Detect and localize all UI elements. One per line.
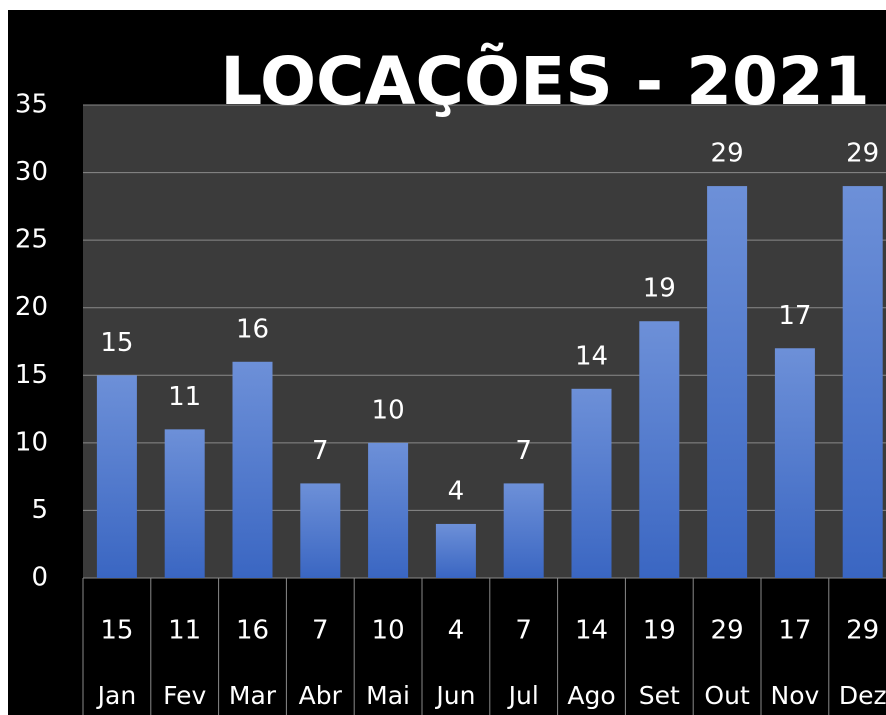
x-tick-label: Nov — [771, 681, 820, 710]
data-label: 17 — [778, 301, 811, 331]
table-value: 14 — [575, 616, 608, 646]
data-label: 14 — [575, 341, 608, 371]
y-tick-label: 25 — [15, 225, 48, 255]
x-tick-label: Jul — [507, 681, 539, 710]
table-value: 10 — [372, 616, 405, 646]
bar — [300, 483, 341, 578]
plot-area — [83, 105, 886, 578]
bar — [503, 483, 544, 578]
y-tick-label: 35 — [15, 90, 48, 120]
table-value: 4 — [448, 616, 465, 646]
table-value: 7 — [515, 616, 532, 646]
data-label: 4 — [448, 476, 465, 506]
bar — [571, 388, 612, 578]
y-tick-label: 5 — [31, 495, 48, 525]
bar — [639, 321, 680, 578]
table-value: 7 — [312, 616, 329, 646]
y-tick-label: 30 — [15, 157, 48, 187]
data-label: 7 — [515, 436, 532, 466]
table-value: 29 — [846, 616, 879, 646]
chart-title: LOCAÇÕES - 2021 — [220, 43, 870, 120]
bar — [164, 429, 205, 578]
x-tick-label: Ago — [567, 681, 615, 710]
y-tick-label: 10 — [15, 427, 48, 457]
bar — [842, 186, 883, 579]
y-tick-label: 20 — [15, 292, 48, 322]
data-label: 7 — [312, 436, 329, 466]
bar — [774, 348, 815, 578]
table-value: 29 — [711, 616, 744, 646]
table-value: 15 — [100, 616, 133, 646]
y-tick-label: 0 — [31, 563, 48, 593]
bar — [368, 442, 409, 578]
x-tick-label: Dez — [839, 681, 886, 710]
x-tick-label: Fev — [163, 681, 206, 710]
data-label: 16 — [236, 314, 269, 344]
data-label: 29 — [711, 139, 744, 169]
data-label: 11 — [168, 382, 201, 412]
bar — [232, 361, 273, 578]
data-label: 10 — [372, 395, 405, 425]
table-value: 16 — [236, 616, 269, 646]
x-tick-label: Jun — [434, 681, 475, 710]
x-tick-label: Out — [704, 681, 750, 710]
bar — [707, 186, 748, 579]
data-label: 19 — [643, 274, 676, 304]
y-tick-label: 15 — [15, 360, 48, 390]
x-tick-label: Set — [639, 681, 680, 710]
x-tick-label: Abr — [299, 681, 343, 710]
table-value: 19 — [643, 616, 676, 646]
bar — [96, 375, 137, 578]
bar — [435, 523, 476, 578]
x-tick-label: Mar — [229, 681, 277, 710]
table-value: 11 — [168, 616, 201, 646]
x-tick-label: Mai — [366, 681, 410, 710]
x-tick-label: Jan — [96, 681, 137, 710]
data-label: 29 — [846, 139, 879, 169]
data-label: 15 — [100, 328, 133, 358]
table-value: 17 — [778, 616, 811, 646]
